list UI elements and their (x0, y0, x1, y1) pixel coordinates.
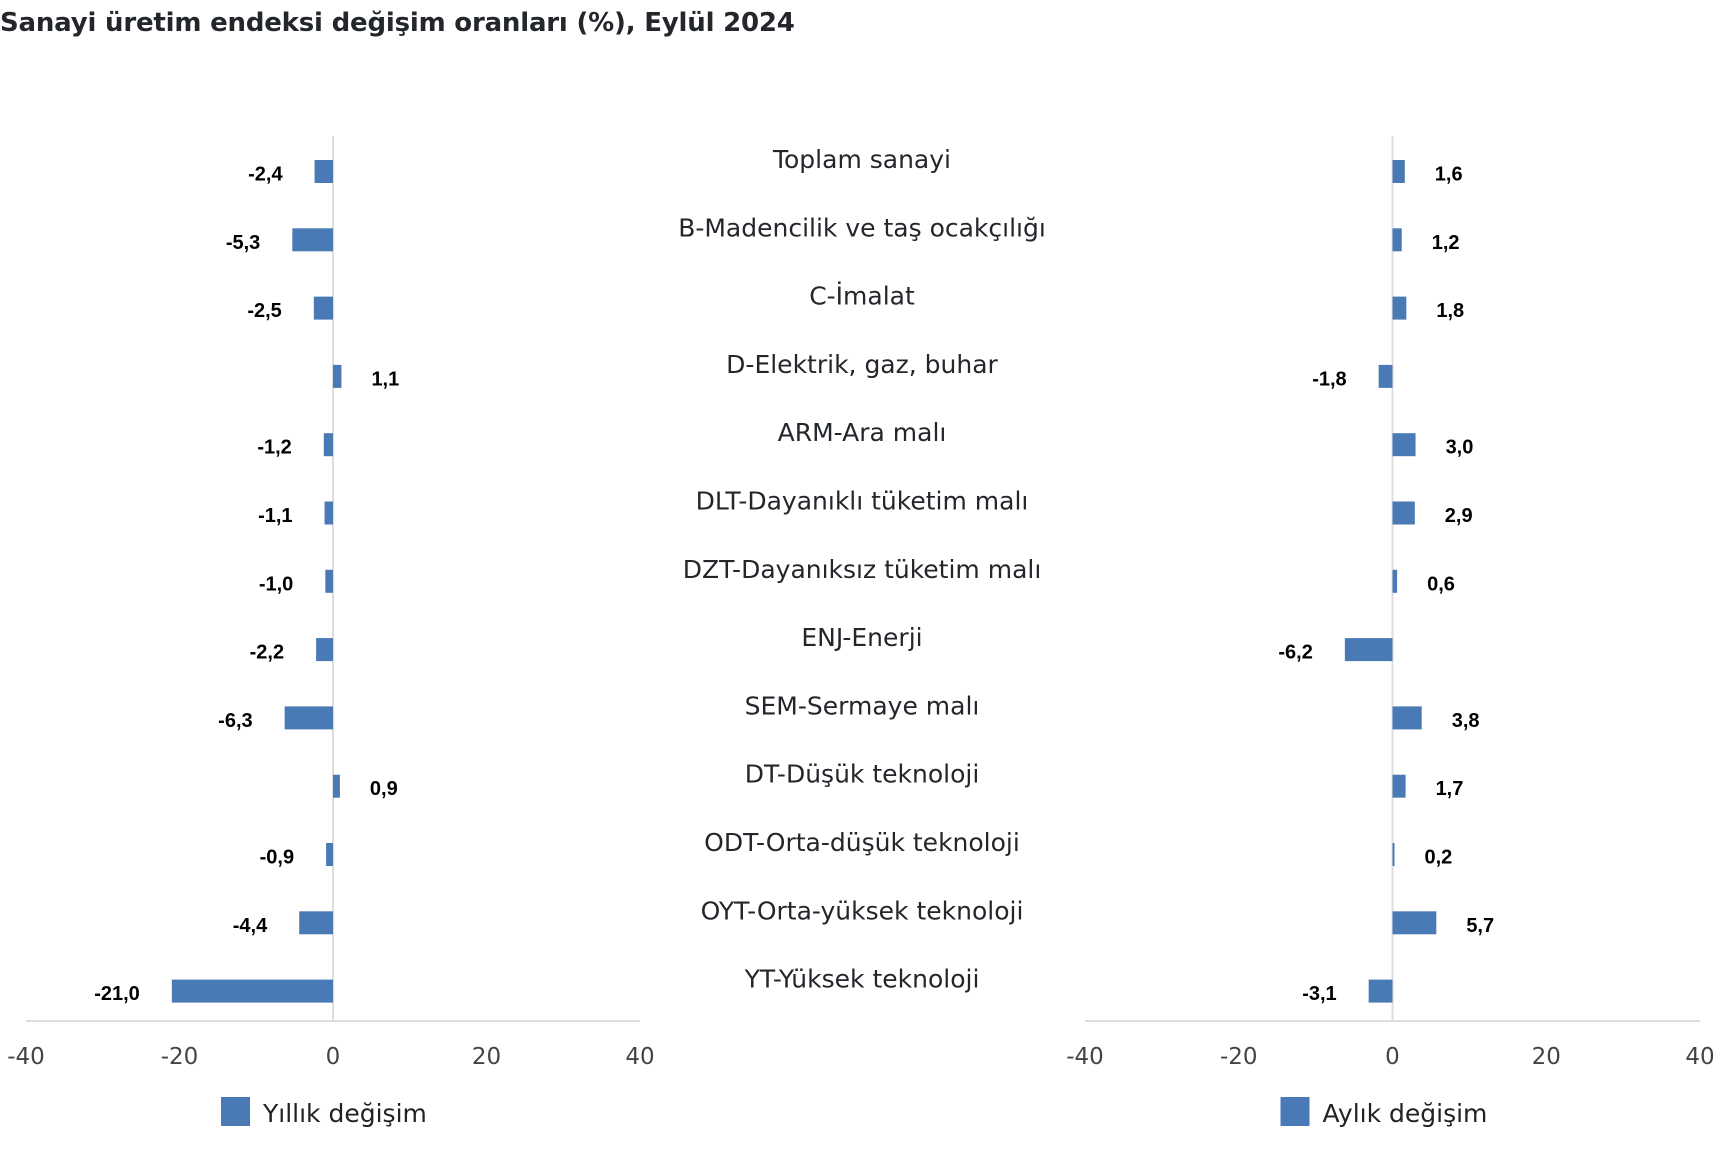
chart-title: Sanayi üretim endeksi değişim oranları (… (0, 8, 795, 38)
x-tick-label: 0 (326, 1044, 341, 1070)
bar-aylik (1392, 296, 1407, 320)
bar-aylik (1368, 979, 1393, 1003)
x-tick-label: -40 (7, 1044, 45, 1070)
bar-aylik (1378, 364, 1393, 388)
bar-aylik (1344, 638, 1393, 662)
data-label-aylik: 0,6 (1427, 573, 1455, 595)
x-tick-label: -20 (161, 1044, 199, 1070)
category-label: D-Elektrik, gaz, buhar (726, 350, 998, 379)
legend-label: Yıllık değişim (262, 1099, 427, 1128)
legend-swatch (221, 1097, 250, 1126)
bar-aylik (1392, 433, 1416, 457)
data-label-yillik: -6,3 (218, 710, 252, 732)
data-label-aylik: 3,0 (1446, 437, 1474, 459)
data-label-yillik: -0,9 (260, 847, 294, 869)
data-label-yillik: -1,2 (257, 437, 291, 459)
bar-yillik (299, 911, 333, 935)
x-tick-label: 40 (1685, 1044, 1714, 1070)
category-label: DZT-Dayanıksız tüketim malı (683, 555, 1042, 584)
category-label: YT-Yüksek teknoloji (744, 965, 980, 994)
data-label-yillik: -2,2 (250, 642, 284, 664)
data-label-aylik: 3,8 (1452, 710, 1480, 732)
category-label: ENJ-Enerji (801, 623, 922, 652)
category-label: ODT-Orta-düşük teknoloji (704, 828, 1020, 857)
x-tick-label: 0 (1385, 1044, 1400, 1070)
data-label-yillik: -5,3 (226, 232, 260, 254)
bar-yillik (325, 569, 333, 593)
bar-yillik (323, 433, 333, 457)
bar-yillik (333, 774, 340, 798)
category-labels: Toplam sanayi B-Madencilik ve taş ocakçıl… (678, 145, 1046, 994)
x-tick-label: 20 (1532, 1044, 1561, 1070)
category-label: DT-Düşük teknoloji (745, 760, 980, 789)
category-label: DLT-Dayanıklı tüketim malı (696, 487, 1029, 516)
data-label-aylik: 2,9 (1445, 505, 1473, 527)
category-label: ARM-Ara malı (778, 418, 947, 447)
legend-swatch (1280, 1097, 1310, 1126)
data-label-aylik: 1,6 (1435, 164, 1463, 186)
bar-yillik (284, 706, 333, 730)
category-label: B-Madencilik ve taş ocakçılığı (678, 213, 1046, 242)
category-label: SEM-Sermaye malı (745, 691, 980, 720)
category-label: Toplam sanayi (772, 145, 951, 174)
data-label-yillik: -4,4 (233, 915, 268, 937)
data-label-yillik: 0,9 (370, 778, 398, 800)
data-label-aylik: 0,2 (1425, 847, 1453, 869)
bar-yillik (326, 843, 333, 866)
bar-yillik (292, 228, 333, 252)
x-tick-label: -20 (1220, 1044, 1258, 1070)
category-label: C-İmalat (809, 282, 915, 311)
x-tick-label: -40 (1066, 1044, 1104, 1070)
data-label-aylik: 1,2 (1432, 232, 1460, 254)
bar-aylik (1392, 774, 1406, 798)
bar-yillik (316, 638, 333, 662)
bar-yillik (171, 979, 333, 1003)
bar-yillik (324, 501, 333, 525)
bar-aylik (1392, 843, 1395, 866)
x-tick-label: 40 (625, 1044, 654, 1070)
legend-label: Aylık değişim (1323, 1099, 1488, 1128)
data-label-aylik: -1,8 (1312, 368, 1346, 390)
bar-yillik (313, 296, 333, 320)
category-label: OYT-Orta-yüksek teknoloji (701, 896, 1024, 925)
data-label-yillik: -1,1 (258, 505, 292, 527)
data-label-yillik: -1,0 (259, 573, 293, 595)
data-label-aylik: 1,7 (1436, 778, 1464, 800)
left-panel-yillik: -40 -20 0 20 40 -2,4 -5,3 -2,5 1,1 -1,2 -1,1 -1,0 -2… (7, 136, 655, 1128)
bar-aylik (1392, 706, 1422, 730)
data-label-aylik: -6,2 (1278, 642, 1312, 664)
bar-aylik (1392, 569, 1398, 593)
data-label-yillik: -21,0 (94, 983, 140, 1005)
data-label-yillik: 1,1 (371, 368, 399, 390)
data-label-aylik: -3,1 (1302, 983, 1336, 1005)
right-panel-aylik: -40 -20 0 20 40 1,6 1,2 1,8 -1,8 3,0 2,9 0,6 -6,2 3,8… (1066, 136, 1715, 1128)
x-tick-label: 20 (472, 1044, 501, 1070)
data-label-aylik: 1,8 (1436, 300, 1464, 322)
bar-aylik (1392, 160, 1405, 183)
bar-yillik (314, 160, 333, 183)
bar-aylik (1392, 911, 1437, 935)
data-label-yillik: -2,5 (247, 300, 281, 322)
bar-aylik (1392, 228, 1402, 252)
data-label-aylik: 5,7 (1466, 915, 1494, 937)
data-label-yillik: -2,4 (248, 164, 283, 186)
bar-aylik (1392, 501, 1415, 525)
bar-yillik (333, 364, 342, 388)
